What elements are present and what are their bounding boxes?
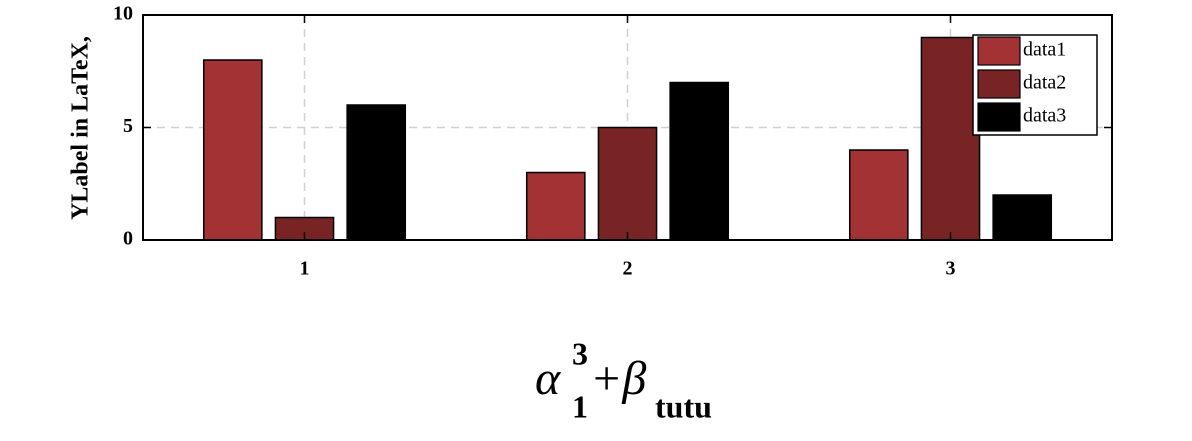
bar (920, 36, 981, 241)
bar (346, 104, 407, 241)
legend-label: data3 (1023, 105, 1066, 127)
x-axis-label: 1 (572, 388, 588, 424)
y-tick-label: 0 (123, 228, 133, 250)
x-tick-label: 1 (300, 258, 310, 280)
x-tick-label: 2 (623, 258, 633, 280)
legend-swatch (977, 102, 1021, 132)
legend-label: data1 (1023, 39, 1066, 61)
bar (848, 149, 909, 241)
bar (669, 81, 730, 241)
y-tick-label: 5 (123, 115, 133, 137)
legend-swatch (977, 69, 1021, 99)
bar (525, 171, 586, 241)
bar (202, 59, 263, 241)
bar (992, 194, 1053, 241)
x-axis-label: tutu (655, 388, 712, 424)
x-axis-label: α (535, 352, 561, 405)
y-tick-label: 10 (113, 3, 133, 25)
legend-label: data2 (1023, 72, 1066, 94)
x-tick-label: 3 (946, 258, 956, 280)
legend-swatch (977, 36, 1021, 66)
bar (597, 126, 658, 241)
x-axis-label: 3 (572, 335, 588, 371)
x-axis-label: +β (590, 352, 646, 405)
y-axis-label: YLabel in LaTeX, (68, 36, 94, 220)
